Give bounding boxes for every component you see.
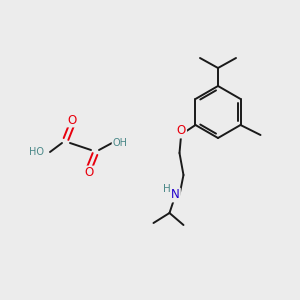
Text: H: H	[163, 184, 170, 194]
Text: N: N	[171, 188, 180, 202]
Text: O: O	[177, 124, 186, 137]
Text: HO: HO	[28, 147, 44, 157]
Text: OH: OH	[112, 138, 128, 148]
Text: O: O	[84, 167, 94, 179]
Text: O: O	[68, 113, 76, 127]
